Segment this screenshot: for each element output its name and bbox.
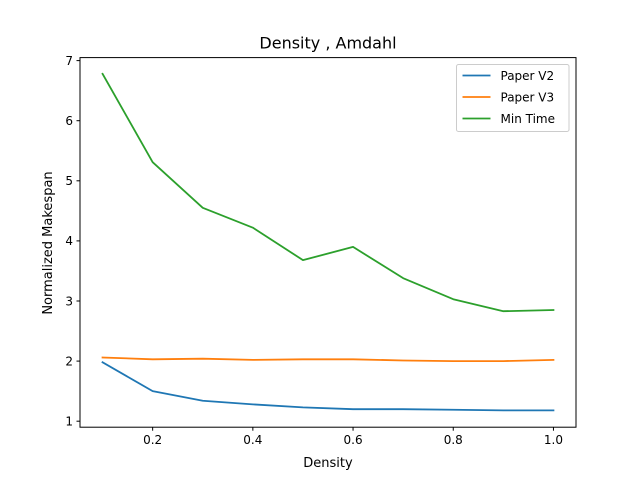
legend-item: Paper V2 — [462, 69, 555, 83]
x-tick-label: 0.2 — [143, 433, 162, 447]
legend-box — [456, 64, 570, 132]
series-line-min-time — [101, 72, 555, 313]
legend-label: Paper V2 — [501, 69, 555, 83]
y-tick-label: 2 — [65, 354, 73, 368]
y-axis: 1 2 3 4 5 6 7 — [65, 54, 80, 428]
legend-item: Paper V3 — [462, 90, 555, 104]
y-tick-label: 4 — [65, 234, 73, 248]
x-axis-label: Density — [303, 456, 353, 471]
legend-label: Paper V3 — [501, 90, 555, 104]
x-tick-label: 0.4 — [243, 433, 262, 447]
y-tick-label: 6 — [65, 114, 73, 128]
legend: Paper V2 Paper V3 Min Time — [456, 64, 570, 132]
plot-frame — [79, 57, 577, 428]
series-line-paper-v3 — [101, 356, 555, 362]
x-tick-label: 0.8 — [444, 433, 463, 447]
y-tick-label: 1 — [65, 414, 73, 428]
x-tick-label: 1.0 — [544, 433, 563, 447]
legend-label: Min Time — [501, 112, 555, 126]
chart-title: Density , Amdahl — [259, 34, 396, 53]
y-tick-label: 3 — [65, 294, 73, 308]
x-axis: 0.2 0.4 0.6 0.8 1.0 — [143, 427, 563, 447]
y-tick-label: 5 — [65, 174, 73, 188]
y-tick-label: 7 — [65, 54, 73, 68]
series-line-paper-v2 — [101, 361, 555, 412]
plot-area — [101, 72, 555, 412]
legend-item: Min Time — [462, 112, 555, 126]
y-axis-label: Normalized Makespan — [41, 171, 56, 314]
x-tick-label: 0.6 — [344, 433, 363, 447]
